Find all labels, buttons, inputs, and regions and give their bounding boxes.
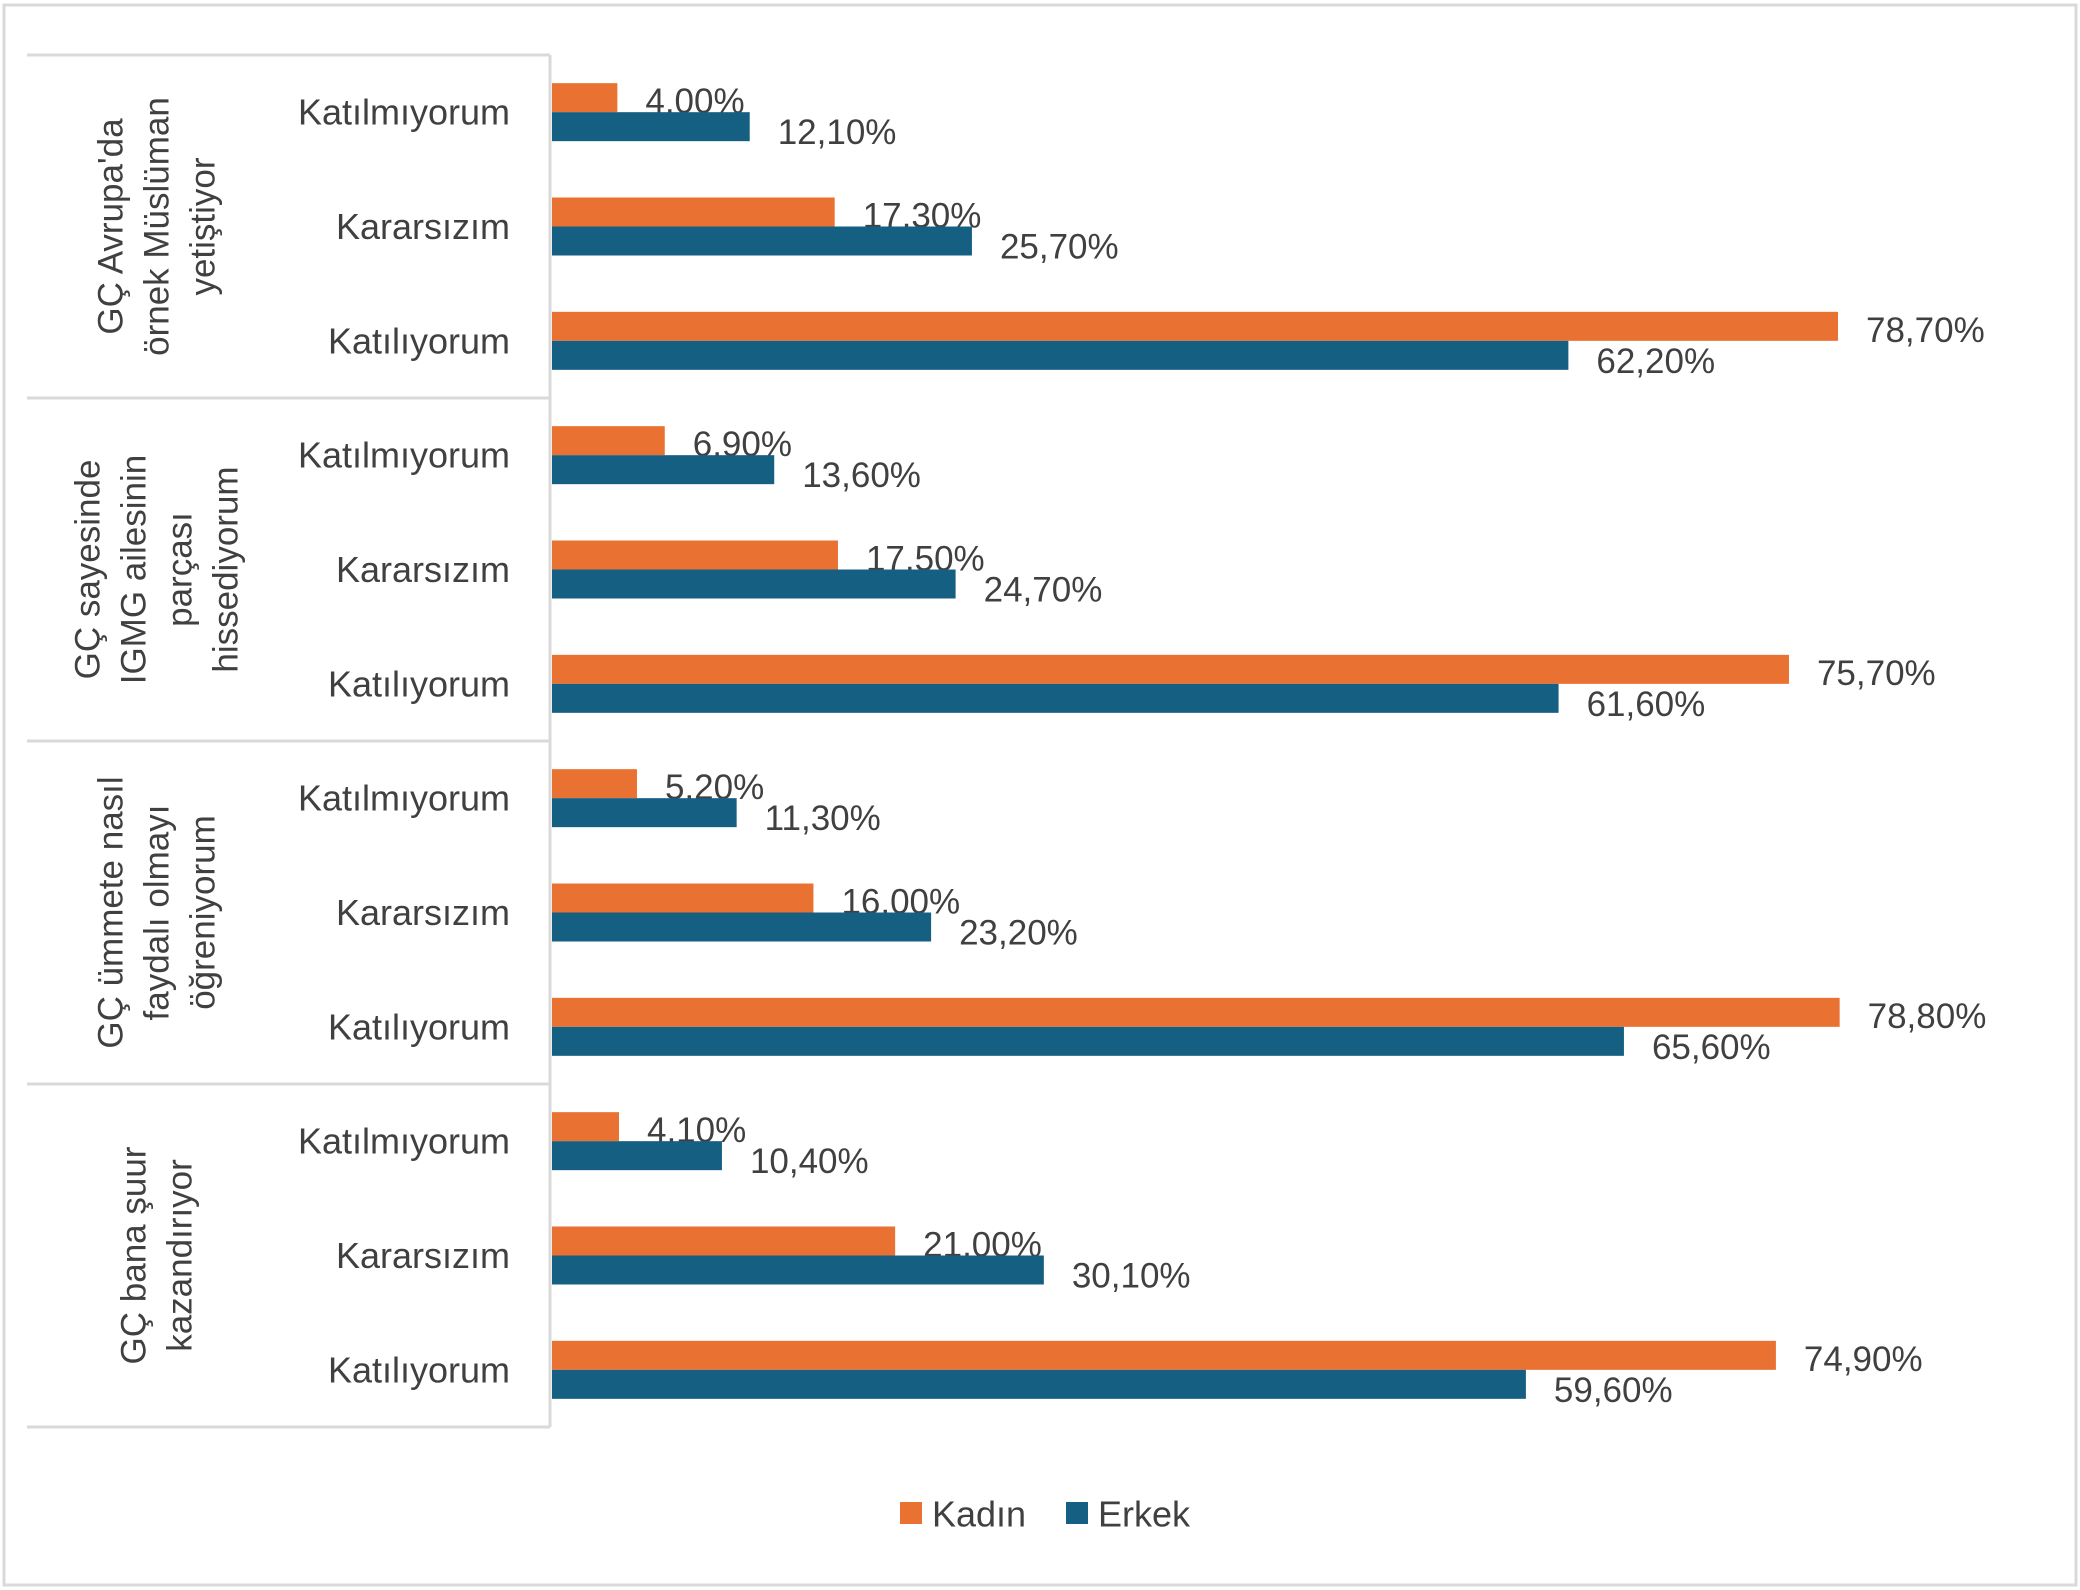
data-label: 11,30% bbox=[765, 799, 881, 838]
category-label: Katılıyorum bbox=[328, 320, 510, 361]
category-label: Katılıyorum bbox=[328, 1349, 510, 1390]
category-label: Katılmıyorum bbox=[298, 1121, 510, 1162]
category-label: Katılmıyorum bbox=[298, 92, 510, 133]
group-label: hissediyorum bbox=[207, 466, 246, 672]
bar-kadin bbox=[552, 540, 838, 570]
bar-erkek bbox=[552, 798, 737, 828]
data-label: 78,80% bbox=[1868, 997, 1987, 1036]
category-label: Kararsızım bbox=[336, 206, 510, 247]
data-label: 25,70% bbox=[1000, 228, 1119, 267]
bar-erkek bbox=[552, 912, 932, 942]
bar-kadin bbox=[552, 997, 1840, 1027]
chart-frame bbox=[2, 3, 2078, 1587]
data-label: 59,60% bbox=[1554, 1371, 1673, 1410]
data-label: 13,60% bbox=[802, 456, 921, 495]
group-label: GÇ Avrupa'da bbox=[92, 118, 131, 335]
bar-kadin bbox=[552, 1340, 1776, 1370]
group-label: GÇ bana şuur bbox=[115, 1146, 154, 1364]
data-label: 24,70% bbox=[984, 571, 1103, 610]
group-label: öğreniyorum bbox=[184, 815, 223, 1010]
bar-kadin bbox=[552, 197, 835, 227]
data-label: 10,40% bbox=[750, 1142, 869, 1181]
group-label: örnek Müslüman bbox=[138, 97, 177, 356]
legend-swatch-erkek bbox=[1066, 1502, 1088, 1524]
legend-label-kadin: Kadın bbox=[932, 1494, 1026, 1535]
category-label: Katılmıyorum bbox=[298, 778, 510, 819]
bar-erkek bbox=[552, 340, 1569, 370]
category-label: Kararsızım bbox=[336, 892, 510, 933]
bar-erkek bbox=[552, 569, 956, 599]
bar-erkek bbox=[552, 1141, 722, 1171]
bar-erkek bbox=[552, 112, 750, 142]
data-label: 61,60% bbox=[1587, 685, 1706, 724]
group-label: parçası bbox=[161, 512, 200, 627]
group-label: GÇ sayesinde bbox=[69, 460, 108, 680]
bar-kadin bbox=[552, 654, 1789, 684]
bar-erkek bbox=[552, 1026, 1624, 1056]
data-label: 75,70% bbox=[1817, 654, 1936, 693]
data-label: 62,20% bbox=[1596, 342, 1715, 381]
category-label: Kararsızım bbox=[336, 1235, 510, 1276]
category-label: Kararsızım bbox=[336, 549, 510, 590]
data-label: 12,10% bbox=[778, 113, 897, 152]
bar-kadin bbox=[552, 83, 618, 113]
bar-erkek bbox=[552, 1255, 1044, 1285]
data-label: 65,60% bbox=[1652, 1028, 1771, 1067]
group-label: GÇ ümmete nasıl bbox=[92, 776, 131, 1048]
group-label: kazandırıyor bbox=[161, 1159, 200, 1352]
legend-swatch-kadin bbox=[900, 1502, 922, 1524]
bar-erkek bbox=[552, 1369, 1526, 1399]
category-label: Katılmıyorum bbox=[298, 435, 510, 476]
group-label: yetiştiyor bbox=[184, 157, 223, 295]
bar-erkek bbox=[552, 226, 972, 256]
data-label: 74,90% bbox=[1804, 1340, 1923, 1379]
bar-kadin bbox=[552, 769, 637, 799]
group-label: IGMG ailesinin bbox=[115, 455, 154, 685]
bar-erkek bbox=[552, 455, 775, 485]
data-label: 23,20% bbox=[959, 914, 1078, 953]
legend-label-erkek: Erkek bbox=[1098, 1494, 1191, 1535]
category-label: Katılıyorum bbox=[328, 663, 510, 704]
bar-kadin bbox=[552, 426, 665, 456]
category-label: Katılıyorum bbox=[328, 1006, 510, 1047]
data-label: 78,70% bbox=[1866, 311, 1985, 350]
bar-erkek bbox=[552, 683, 1559, 713]
bar-kadin bbox=[552, 311, 1838, 341]
bar-kadin bbox=[552, 1226, 896, 1256]
bar-kadin bbox=[552, 883, 814, 913]
data-label: 30,10% bbox=[1072, 1257, 1191, 1296]
group-label: faydalı olmayı bbox=[138, 805, 177, 1021]
legend: Kadın Erkek bbox=[900, 1494, 1191, 1535]
bar-kadin bbox=[552, 1112, 619, 1142]
